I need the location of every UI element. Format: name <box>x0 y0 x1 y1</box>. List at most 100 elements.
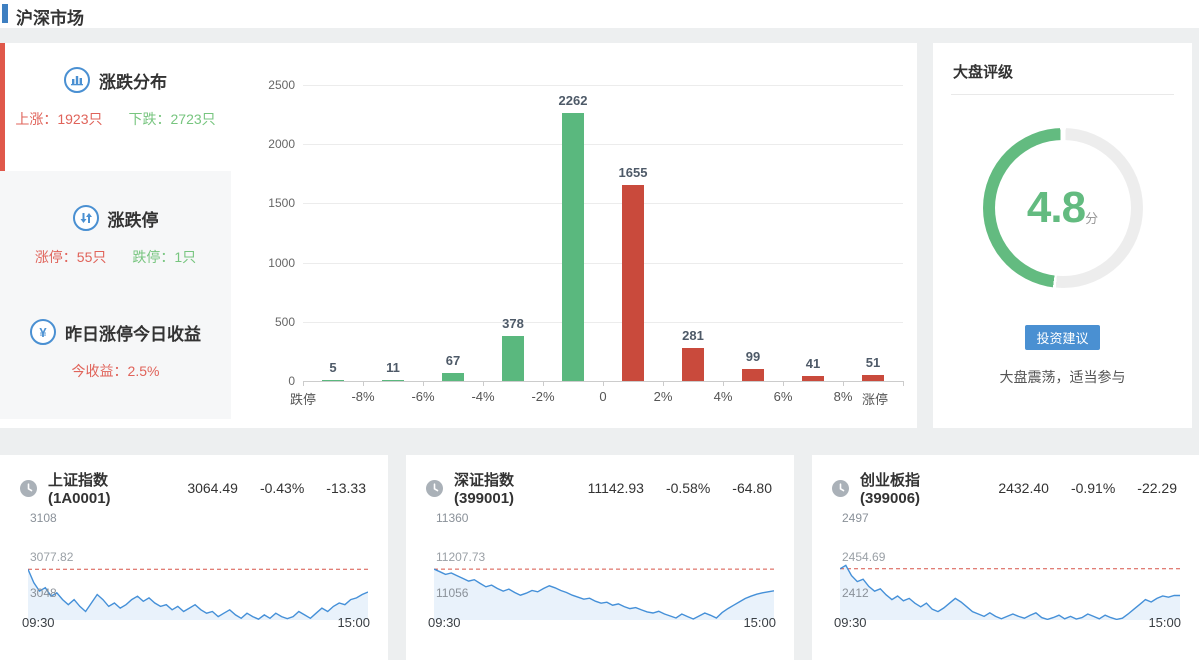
x-start-label: 09:30 <box>428 615 461 630</box>
gridline <box>303 262 903 264</box>
limit-summary-section: 涨跌停 涨停：55只 跌停：1只 ¥ 昨日涨停今日收益 今收益：2.5% <box>0 171 231 419</box>
x-axis-tick <box>663 381 664 386</box>
index-change-pct: -0.91% <box>1070 480 1116 496</box>
index-change: -22.29 <box>1137 480 1177 496</box>
page-header: 沪深市场 <box>0 0 1199 28</box>
y-axis-tick-label: 2000 <box>268 137 295 152</box>
rating-gauge: 4.8 分 <box>982 128 1143 288</box>
prev-close-label: 2454.69 <box>842 550 886 564</box>
y-min-label: 11056 <box>436 586 469 600</box>
x-axis-category-label: -6% <box>411 389 435 404</box>
x-axis-category-label: -8% <box>351 389 375 404</box>
index-price: 3064.49 <box>187 480 238 496</box>
intraday-line-chart <box>28 568 368 620</box>
x-axis-category-label: 8% <box>833 389 853 404</box>
bar-value-label: 51 <box>865 355 881 370</box>
histogram-bar <box>742 369 764 381</box>
index-card-gem[interactable]: 创业板指(399006) 2432.40 -0.91% -22.29 2497 … <box>812 455 1199 660</box>
index-name: 深证指数(399001) <box>454 472 515 507</box>
x-axis-tick <box>483 381 484 386</box>
y-max-label: 11360 <box>436 511 469 525</box>
x-axis-tick <box>303 381 304 386</box>
price-line <box>840 564 1180 620</box>
rating-score-unit: 分 <box>1085 210 1099 226</box>
market-overview-card: 涨跌分布 上涨：1923只 下跌：2723只 涨跌停 涨停：55只 跌停：1只 <box>0 43 917 428</box>
histogram-bar <box>382 380 404 381</box>
x-start-label: 09:30 <box>22 615 55 630</box>
histogram-bar <box>502 336 524 381</box>
limit-up-count: 涨停：55只 <box>34 249 107 265</box>
today-return-value: 今收益：2.5% <box>71 363 160 379</box>
yesterday-gain-title: 昨日涨停今日收益 <box>65 324 201 344</box>
x-axis-category-label: -4% <box>471 389 495 404</box>
histogram-bar <box>862 375 884 381</box>
histogram-bar <box>622 185 644 381</box>
page-title: 沪深市场 <box>16 9 84 28</box>
y-max-label: 3108 <box>30 511 57 525</box>
yen-icon: ¥ <box>30 319 56 345</box>
x-axis-tick <box>783 381 784 386</box>
y-max-label: 2497 <box>842 511 869 525</box>
bar-value-label: 11 <box>386 360 400 375</box>
x-axis-tick <box>363 381 364 386</box>
x-end-label: 15:00 <box>337 615 370 630</box>
clock-icon <box>426 479 443 497</box>
histogram-bar <box>802 376 824 381</box>
bar-value-label: 2262 <box>558 93 588 108</box>
distribution-summary-section: 涨跌分布 上涨：1923只 下跌：2723只 <box>0 43 231 171</box>
index-change: -64.80 <box>732 480 772 496</box>
x-end-label: 15:00 <box>743 615 776 630</box>
price-line <box>434 568 774 620</box>
index-card-sse[interactable]: 上证指数(1A0001) 3064.49 -0.43% -13.33 3108 … <box>0 455 388 660</box>
x-axis-tick <box>843 381 844 386</box>
index-change-pct: -0.43% <box>259 480 305 496</box>
x-axis-tick <box>603 381 604 386</box>
y-axis-tick-label: 0 <box>288 374 295 388</box>
intraday-line-chart <box>434 568 774 620</box>
gridline <box>303 321 903 323</box>
investment-advice-button[interactable]: 投资建议 <box>1025 325 1100 350</box>
bar-chart-icon <box>64 67 90 93</box>
bar-value-label: 99 <box>745 349 761 364</box>
index-change: -13.33 <box>326 480 366 496</box>
price-line <box>28 569 368 620</box>
x-axis-tick <box>723 381 724 386</box>
advancers-count: 上涨：1923只 <box>15 111 103 127</box>
distribution-title: 涨跌分布 <box>99 72 167 92</box>
rating-title: 大盘评级 <box>953 64 1014 81</box>
header-accent-bar <box>2 4 8 23</box>
bar-value-label: 67 <box>445 353 461 368</box>
histogram-bar <box>562 113 584 381</box>
x-axis-tick <box>423 381 424 386</box>
bar-value-label: 378 <box>502 316 524 331</box>
x-axis-category-label: 2% <box>653 389 673 404</box>
y-axis-tick-label: 500 <box>274 314 295 329</box>
bar-value-label: 1655 <box>618 165 648 180</box>
market-rating-card: 大盘评级 4.8 分 投资建议 大盘震荡，适当参与 <box>933 43 1192 428</box>
histogram-bar <box>682 348 704 381</box>
gridline <box>303 203 903 205</box>
divider <box>951 94 1174 95</box>
clock-icon <box>20 479 37 497</box>
x-axis-category-label: 涨停 <box>861 392 889 407</box>
histogram-bar <box>442 373 464 381</box>
distribution-histogram: 0 500 1000 1500 2000 2500 跌停 -8% -6% -4% -2% 0 2% 4% 6… <box>268 78 904 407</box>
x-axis-category-label: -2% <box>531 389 555 404</box>
limit-down-count: 跌停：1只 <box>132 249 197 265</box>
intraday-line-chart <box>840 564 1180 620</box>
rating-score: 4.8 <box>1026 183 1086 232</box>
index-price: 2432.40 <box>998 480 1049 496</box>
prev-close-label: 11207.73 <box>436 550 486 564</box>
x-end-label: 15:00 <box>1148 615 1181 630</box>
gridline <box>303 144 903 146</box>
advice-text: 大盘震荡，适当参与 <box>999 369 1126 385</box>
index-price: 11142.93 <box>587 480 644 496</box>
x-axis-category-label: 6% <box>773 389 793 404</box>
x-start-label: 09:30 <box>834 615 867 630</box>
index-card-szse[interactable]: 深证指数(399001) 11142.93 -0.58% -64.80 1136… <box>406 455 794 660</box>
histogram-bar <box>322 380 344 381</box>
up-down-arrows-icon <box>72 205 99 231</box>
index-change-pct: -0.58% <box>665 480 711 496</box>
y-axis-tick-label: 1500 <box>268 196 295 211</box>
y-min-label: 3048 <box>30 586 57 600</box>
